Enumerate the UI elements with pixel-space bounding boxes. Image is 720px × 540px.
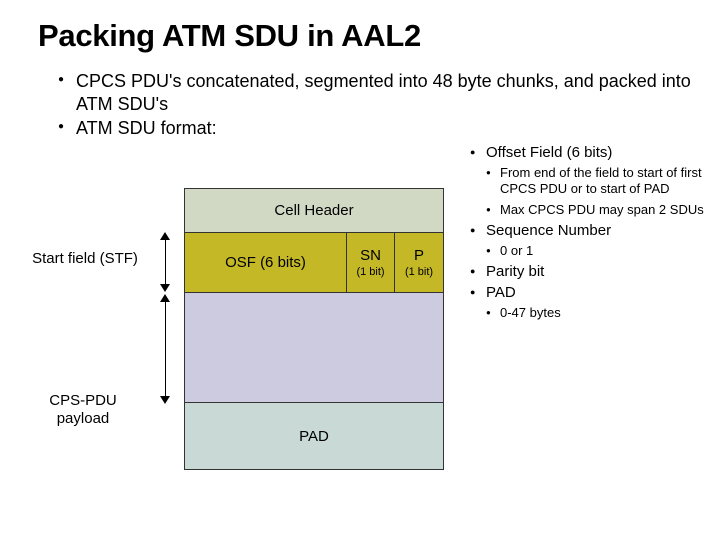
sn-field: SN (1 bit) xyxy=(347,233,395,292)
side-item: Offset Field (6 bits) xyxy=(470,144,706,161)
sdu-stack: Cell Header OSF (6 bits) SN (1 bit) P (1… xyxy=(184,188,444,470)
top-bullet: CPCS PDU's concatenated, segmented into … xyxy=(58,70,700,115)
osf-label: OSF (6 bits) xyxy=(225,254,306,271)
p-sub: (1 bit) xyxy=(405,266,433,278)
side-item: From end of the field to start of first … xyxy=(470,165,706,198)
side-item: 0-47 bytes xyxy=(470,305,706,321)
side-item: Max CPCS PDU may span 2 SDUs xyxy=(470,202,706,218)
top-bullet-list: CPCS PDU's concatenated, segmented into … xyxy=(0,64,720,140)
cell-header-label: Cell Header xyxy=(185,189,443,232)
top-bullet: ATM SDU format: xyxy=(58,117,700,140)
pad-row: PAD xyxy=(185,403,443,469)
stf-bracket xyxy=(156,232,176,292)
side-item: Sequence Number xyxy=(470,222,706,239)
side-notes: Offset Field (6 bits) From end of the fi… xyxy=(470,144,706,325)
sn-sub: (1 bit) xyxy=(356,266,384,278)
side-item: 0 or 1 xyxy=(470,243,706,259)
payload-row xyxy=(185,293,443,403)
side-item: Parity bit xyxy=(470,263,706,280)
stf-callout: Start field (STF) xyxy=(20,250,150,267)
sn-label: SN xyxy=(360,247,381,264)
cps-bracket xyxy=(156,294,176,404)
p-label: P xyxy=(414,247,424,264)
osf-field: OSF (6 bits) xyxy=(185,233,347,292)
page-title: Packing ATM SDU in AAL2 xyxy=(0,0,720,64)
stf-row: OSF (6 bits) SN (1 bit) P (1 bit) xyxy=(185,233,443,293)
side-item: PAD xyxy=(470,284,706,301)
pad-label: PAD xyxy=(185,428,443,445)
cell-header-row: Cell Header xyxy=(185,189,443,233)
p-field: P (1 bit) xyxy=(395,233,443,292)
cps-callout: CPS-PDU payload xyxy=(28,392,138,428)
